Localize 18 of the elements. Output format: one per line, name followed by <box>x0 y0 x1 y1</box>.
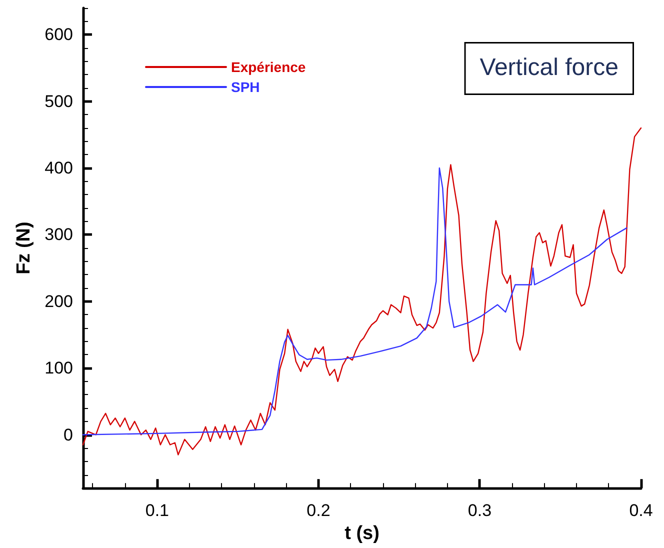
y-tick-label: 600 <box>44 25 73 44</box>
y-tick-label: 400 <box>44 158 73 178</box>
x-axis-title: t (s) <box>344 523 380 544</box>
line-series <box>82 167 628 436</box>
y-tick-label: 200 <box>44 292 73 311</box>
line-series <box>82 127 642 456</box>
text: SPH <box>231 79 260 95</box>
y-tick-label: 500 <box>44 92 73 111</box>
x-tick-label: 0.1 <box>145 501 170 520</box>
text: Expérience <box>231 59 306 75</box>
y-axis-title: Fz (N) <box>14 222 35 274</box>
y-tick-label: 300 <box>44 225 73 244</box>
y-tick-label: 100 <box>44 358 73 378</box>
y-tick-label: 0 <box>64 425 73 444</box>
x-tick-label: 0.3 <box>468 501 492 520</box>
x-tick-label: 0.2 <box>306 501 330 520</box>
annotation: Vertical force <box>480 54 619 81</box>
x-tick-label: 0.4 <box>629 501 653 520</box>
